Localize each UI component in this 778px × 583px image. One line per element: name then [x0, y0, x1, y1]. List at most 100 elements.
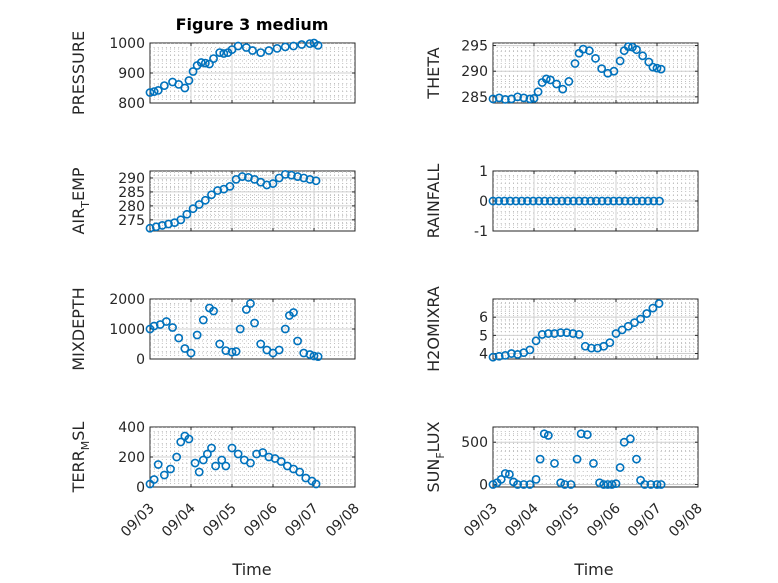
data-point: [305, 39, 315, 48]
data-point: [256, 339, 266, 349]
subplot-pressure: 800 900 1000 PRESSURE: [69, 31, 356, 115]
y-axis-label: SUNFLUX: [424, 421, 447, 492]
data-point: [227, 347, 237, 357]
data-point: [186, 348, 196, 358]
x-tick-label: 09/06: [584, 500, 624, 540]
data-point: [632, 196, 641, 206]
data-point: [566, 480, 576, 489]
data-point: [551, 196, 561, 206]
y-tick-label: 285: [461, 90, 488, 106]
data-point: [640, 480, 650, 489]
y-tick-label: 2000: [109, 292, 145, 308]
data-point: [519, 480, 529, 489]
data-point: [194, 200, 204, 209]
data-point: [584, 46, 594, 56]
data-point: [494, 351, 504, 361]
data-point: [550, 329, 559, 338]
data-point: [531, 336, 541, 346]
x-tick-label: 09/04: [159, 500, 199, 540]
data-point: [568, 329, 578, 338]
data-point: [643, 196, 653, 206]
data-point: [219, 49, 229, 58]
x-tick-label: 09/05: [200, 501, 240, 541]
y-tick-label: 1000: [109, 36, 145, 52]
data-point: [597, 64, 607, 74]
data-point: [311, 176, 321, 186]
data-point: [623, 42, 633, 51]
data-point: [656, 480, 666, 489]
data-point: [184, 76, 194, 85]
y-tick-label: 290: [118, 171, 145, 187]
y-axis-label-part: THETA: [424, 47, 443, 99]
data-point: [262, 180, 272, 190]
y-tick-label: 0: [479, 194, 488, 210]
y-tick-label: 275: [118, 213, 145, 229]
y-tick-label: 1000: [109, 322, 145, 338]
y-axis-label-part: RAINFALL: [424, 164, 443, 239]
data-point: [198, 455, 208, 465]
data-point: [570, 59, 580, 68]
y-tick-label: 0: [136, 352, 145, 368]
data-point: [652, 480, 662, 489]
data-point: [200, 195, 210, 205]
y-tick-label: 295: [461, 39, 488, 55]
data-point: [159, 470, 169, 480]
data-point: [609, 196, 618, 206]
data-point: [655, 196, 664, 206]
data-point: [591, 53, 600, 63]
x-tick-label: 09/08: [666, 501, 706, 541]
data-point: [299, 173, 309, 183]
data-point: [258, 448, 268, 457]
data-point: [626, 196, 636, 206]
data-point: [525, 480, 535, 489]
data-point: [611, 329, 621, 338]
subplot-terr-msl: 0 200 400 09/03 09/04 09/05 09/06 09/07 09/08 TER…: [69, 420, 363, 540]
data-point: [537, 330, 547, 339]
data-point: [274, 345, 284, 355]
data-point: [539, 429, 549, 439]
data-point: [587, 343, 596, 353]
data-point: [207, 443, 216, 453]
data-point: [637, 196, 647, 206]
y-axis-label: PRESSURE: [69, 31, 88, 115]
data-point: [188, 67, 198, 76]
data-point: [623, 321, 633, 331]
y-axis-label: H2OMIXRA: [424, 286, 443, 372]
y-axis-label-part: LUX: [424, 421, 443, 452]
data-point: [153, 460, 163, 469]
data-point: [574, 196, 584, 206]
data-point: [161, 317, 171, 326]
data-point: [632, 454, 641, 464]
data-point: [646, 480, 656, 489]
data-point: [293, 336, 302, 346]
x-tick-label: 09/07: [625, 501, 665, 541]
data-point: [519, 93, 529, 103]
data-point: [209, 306, 218, 316]
y-axis-label-subscript: M: [79, 441, 92, 451]
plot-area: [492, 426, 699, 488]
data-point: [513, 480, 522, 489]
data-point: [556, 478, 566, 488]
y-tick-label: 800: [118, 96, 145, 112]
data-point: [523, 196, 532, 206]
data-point: [211, 461, 220, 471]
data-point: [595, 478, 604, 488]
data-point: [174, 333, 184, 343]
data-point: [557, 196, 567, 206]
y-tick-label: 0: [479, 477, 488, 493]
data-point: [546, 196, 555, 206]
data-point: [280, 324, 290, 334]
data-point: [576, 429, 586, 439]
data-point: [268, 179, 278, 188]
subplot-rainfall: -1 0 1 RAINFALL: [424, 164, 699, 240]
data-point: [153, 86, 163, 95]
data-point: [233, 41, 243, 51]
data-point: [517, 196, 527, 206]
data-point: [225, 181, 235, 191]
data-point: [192, 330, 202, 340]
y-axis-label-part: TERR: [69, 450, 88, 493]
data-point: [202, 449, 212, 459]
data-point: [528, 196, 538, 206]
data-point: [157, 221, 167, 230]
